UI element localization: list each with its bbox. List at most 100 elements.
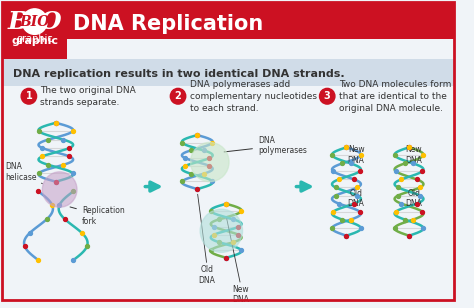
Text: DNA Replication: DNA Replication (73, 14, 264, 34)
Point (55, 203, 63, 208)
Point (343, 145, 350, 150)
Circle shape (191, 142, 229, 182)
Point (328, 153, 336, 158)
Point (43, 217, 51, 221)
Circle shape (319, 88, 335, 104)
Point (409, 217, 417, 222)
Text: 3: 3 (324, 91, 330, 101)
Point (52, 120, 60, 125)
Point (216, 217, 223, 222)
Point (83, 244, 91, 249)
Point (200, 171, 208, 176)
Point (222, 201, 230, 206)
Point (206, 164, 213, 168)
Point (329, 209, 337, 214)
Point (61, 217, 68, 221)
Point (338, 161, 346, 166)
Point (182, 164, 189, 168)
Point (69, 171, 76, 176)
Point (60, 137, 67, 142)
Point (209, 179, 216, 184)
Point (187, 148, 194, 153)
Point (394, 185, 402, 190)
Text: New
DNA: New DNA (347, 145, 365, 165)
Text: graphic: graphic (16, 34, 53, 44)
Point (60, 162, 67, 167)
Text: graphic: graphic (11, 36, 58, 46)
Point (35, 258, 42, 263)
Point (397, 177, 405, 182)
Point (416, 193, 424, 198)
Point (206, 156, 213, 161)
Point (222, 255, 230, 260)
Circle shape (21, 88, 36, 104)
Point (200, 148, 208, 153)
Point (392, 209, 400, 214)
Text: Old
DNA: Old DNA (405, 188, 422, 208)
Point (35, 129, 43, 134)
Point (397, 201, 405, 206)
Point (69, 258, 77, 263)
Point (338, 217, 346, 222)
Point (329, 169, 337, 174)
Point (401, 161, 409, 166)
Point (235, 232, 242, 237)
Point (235, 225, 242, 229)
Circle shape (42, 172, 77, 207)
Point (343, 233, 350, 238)
Point (328, 225, 336, 230)
Point (419, 169, 426, 174)
Point (216, 240, 223, 245)
FancyBboxPatch shape (2, 2, 67, 59)
Point (335, 201, 342, 206)
Point (65, 146, 73, 151)
Point (405, 145, 413, 150)
Point (193, 132, 201, 137)
Point (229, 240, 237, 245)
Point (222, 201, 230, 206)
Point (21, 244, 28, 249)
Point (335, 177, 342, 182)
Point (405, 145, 413, 150)
Point (394, 193, 402, 198)
Point (343, 233, 350, 238)
Text: Old
DNA: Old DNA (199, 265, 215, 285)
Text: DNA replication results in two identical DNA strands.: DNA replication results in two identical… (13, 69, 345, 79)
Point (357, 153, 365, 158)
Text: 2: 2 (174, 91, 182, 101)
Point (35, 189, 42, 194)
Point (350, 201, 358, 206)
Text: 1: 1 (26, 91, 32, 101)
Point (52, 179, 60, 184)
Point (343, 145, 350, 150)
Point (413, 177, 420, 182)
Point (347, 161, 355, 166)
Point (45, 162, 52, 167)
Text: DNA polymerases add
complementary nucleotides
to each strand.: DNA polymerases add complementary nucleo… (190, 80, 317, 112)
Point (401, 217, 409, 222)
Point (354, 193, 361, 198)
Point (38, 154, 46, 159)
Text: New
DNA: New DNA (405, 145, 422, 165)
Point (187, 171, 194, 176)
Circle shape (170, 88, 186, 104)
Point (347, 217, 355, 222)
Point (210, 232, 218, 237)
Point (419, 225, 427, 230)
Circle shape (200, 209, 243, 252)
Point (391, 153, 399, 158)
Point (419, 153, 427, 158)
Text: DNA
polymerases: DNA polymerases (224, 136, 307, 155)
Point (193, 187, 201, 192)
Point (78, 230, 85, 235)
Point (45, 137, 52, 142)
Point (350, 177, 358, 182)
Point (210, 225, 218, 229)
Point (356, 209, 364, 214)
Point (26, 230, 34, 235)
Point (391, 225, 399, 230)
Point (332, 185, 339, 190)
Text: Two DNA molecules form
that are identical to the
original DNA molecule.: Two DNA molecules form that are identica… (339, 80, 451, 112)
Point (207, 248, 215, 253)
Point (35, 171, 43, 176)
